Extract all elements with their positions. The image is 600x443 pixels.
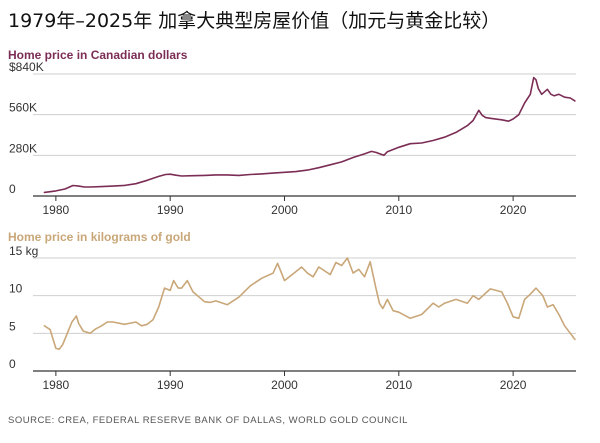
cad-x-tick-label: 2020 — [500, 203, 527, 217]
cad-y-tick-label: 280K — [9, 141, 37, 155]
gold-y-tick-label: 0 — [9, 357, 16, 371]
gold-x-tick-label: 1980 — [43, 378, 70, 392]
gold-y-tick-label: 15 kg — [9, 244, 38, 258]
gold-x-tick-label: 2000 — [271, 378, 298, 392]
cad-y-tick-label: 560K — [9, 101, 37, 115]
gold-chart-title: Home price in kilograms of gold — [8, 230, 191, 244]
chart-title: 1979年–2025年 加拿大典型房屋价值（加元与黄金比较） — [8, 10, 501, 32]
gold-x-tick-label: 2020 — [500, 378, 527, 392]
cad-x-tick-label: 1990 — [157, 203, 184, 217]
cad-y-tick-label: 0 — [9, 182, 16, 196]
cad-x-tick-label: 2010 — [385, 203, 412, 217]
cad-chart-title: Home price in Canadian dollars — [8, 48, 188, 62]
gold-price-chart: 0 5 10 15 kg 1980 1990 2000 2010 2020 — [9, 244, 576, 392]
cad-price-chart: 0 280K 560K $840K 1980 1990 2000 2010 2020 — [9, 60, 576, 217]
gold-x-tick-label: 1990 — [157, 378, 184, 392]
gold-series-line — [43, 257, 576, 350]
gold-x-tick-label: 2010 — [385, 378, 412, 392]
cad-x-tick-label: 2000 — [271, 203, 298, 217]
cad-series-line — [43, 76, 576, 194]
cad-x-tick-label: 1980 — [43, 203, 70, 217]
gold-y-tick-label: 5 — [9, 319, 16, 333]
source-note: SOURCE: CREA, FEDERAL RESERVE BANK OF DA… — [8, 415, 408, 426]
gold-y-tick-label: 10 — [9, 282, 23, 296]
cad-y-tick-label: $840K — [9, 60, 44, 74]
